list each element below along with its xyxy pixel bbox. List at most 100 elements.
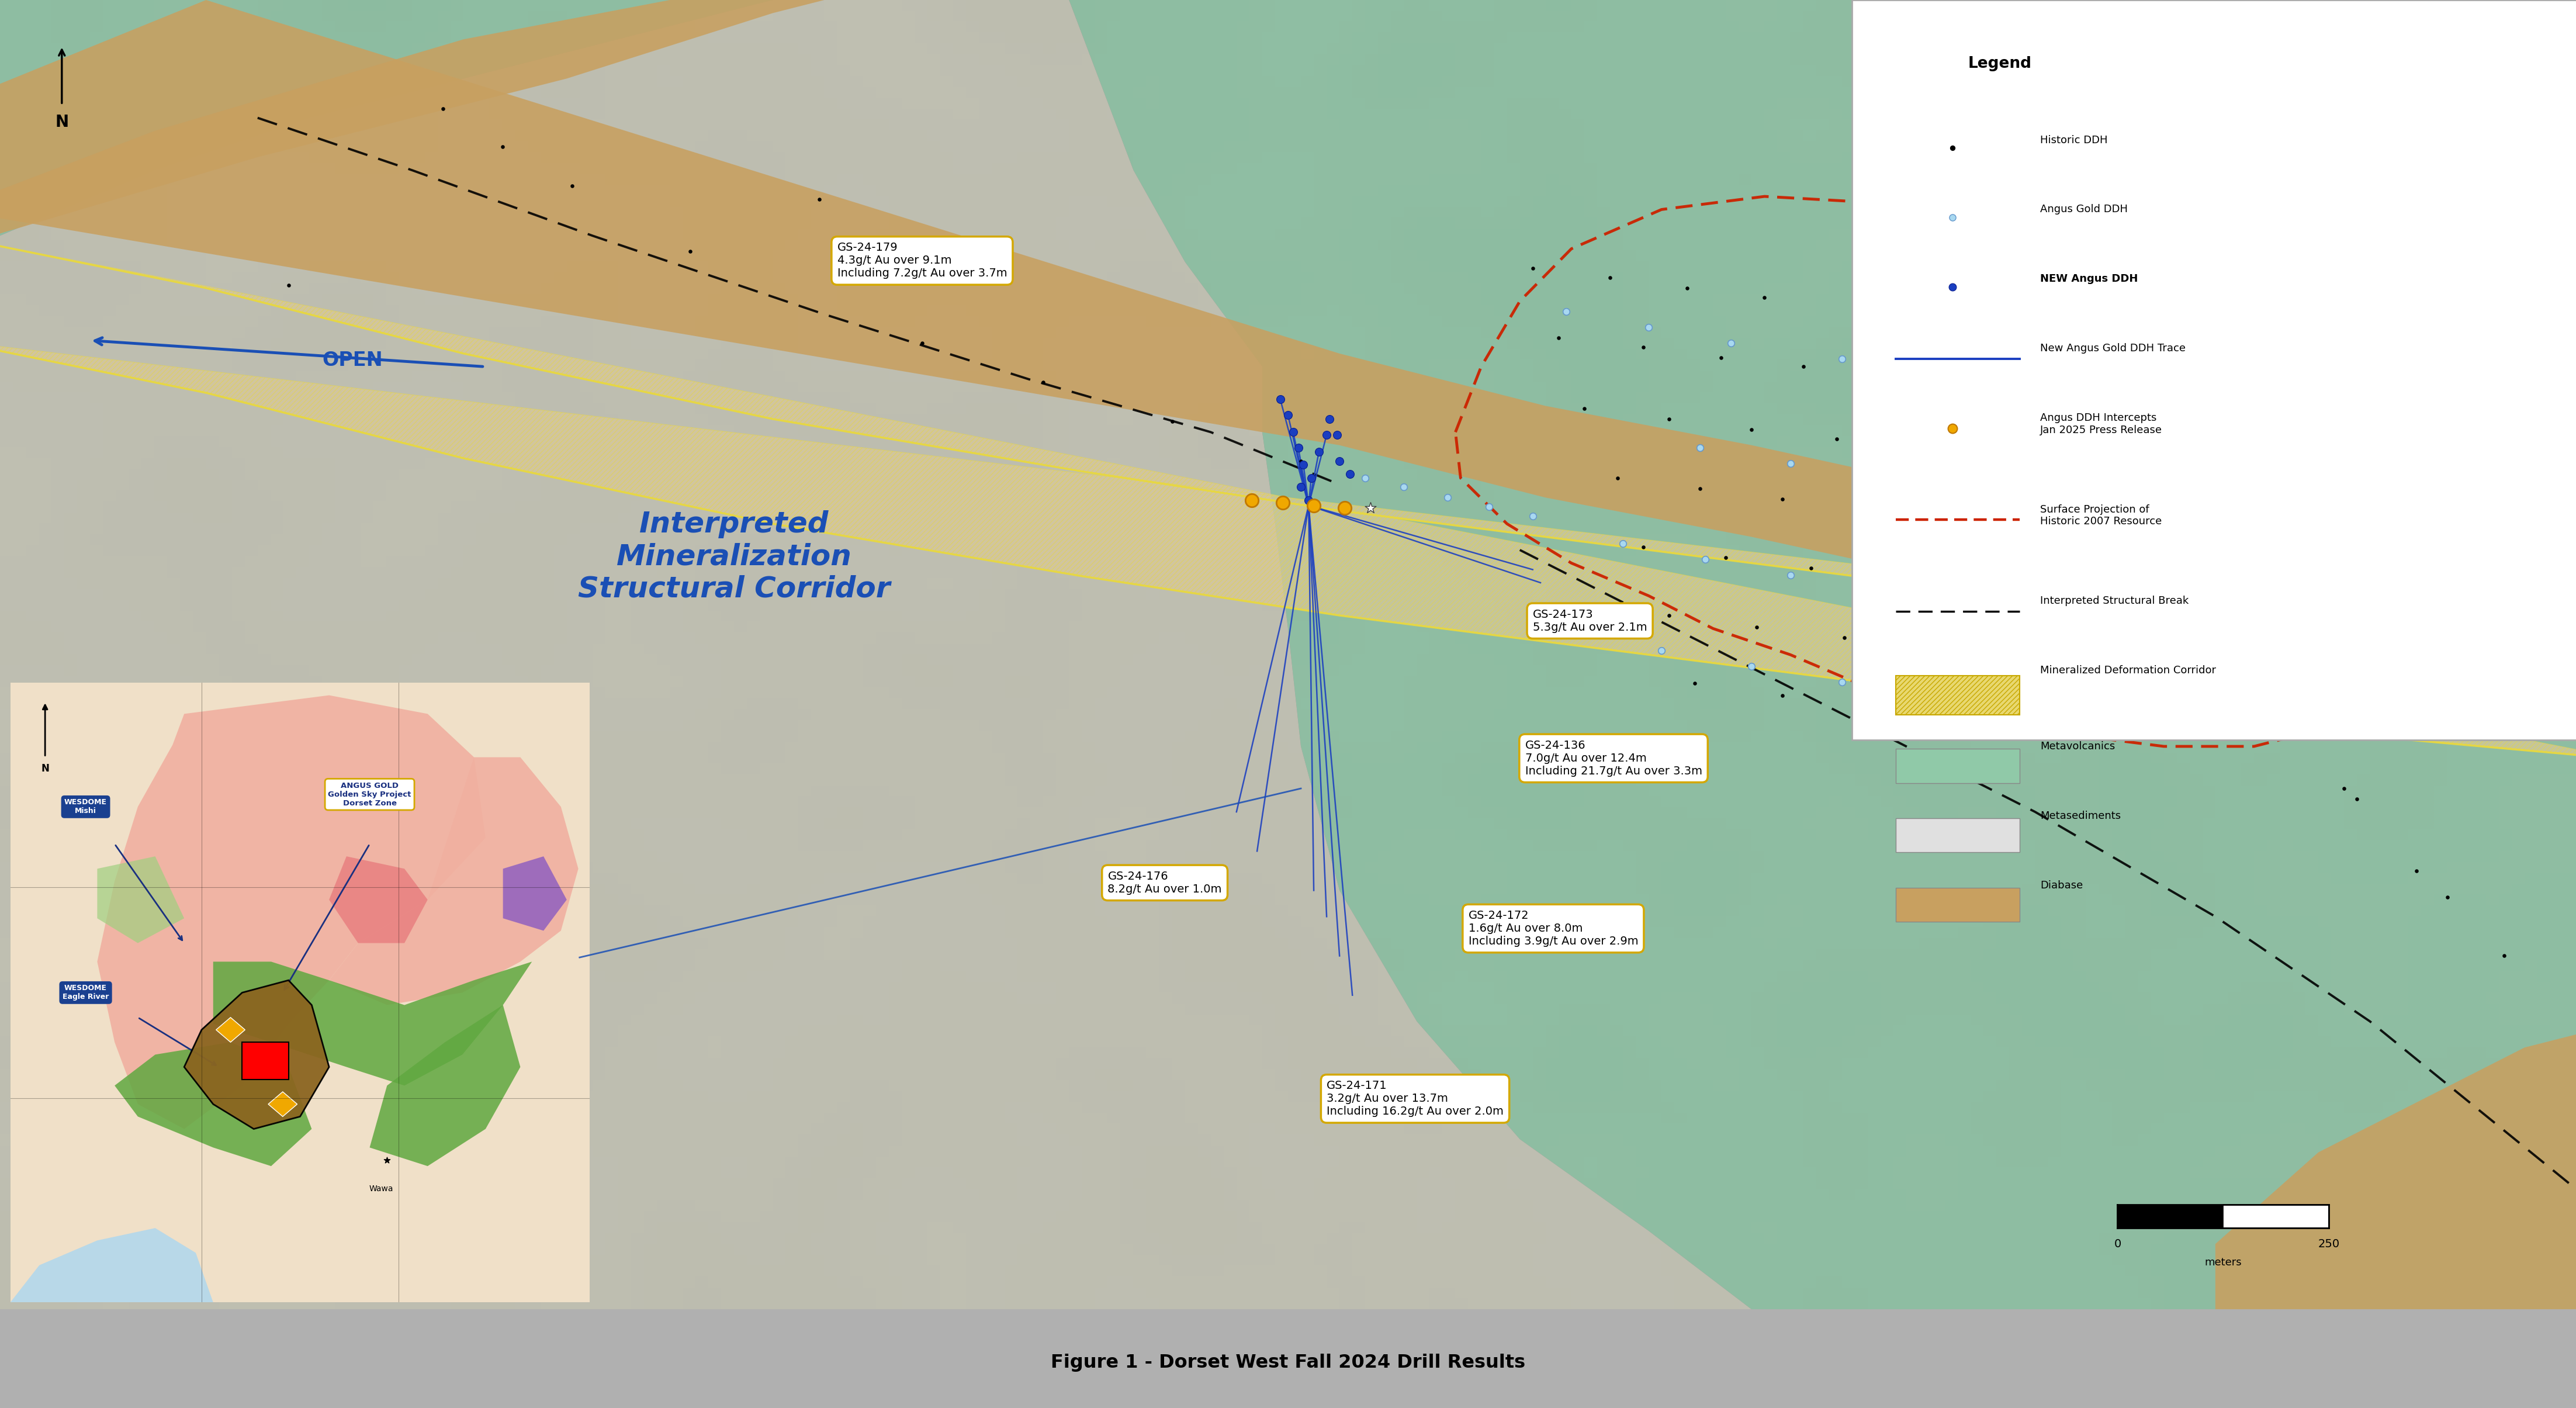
Point — [1924, 307, 1965, 329]
Polygon shape — [10, 1228, 214, 1302]
Point — [1674, 672, 1716, 694]
Text: GS-24-171
3.2g/t Au over 13.7m
Including 16.2g/t Au over 2.0m: GS-24-171 3.2g/t Au over 13.7m Including… — [1327, 1080, 1504, 1117]
Point — [1324, 497, 1365, 520]
Point — [1731, 655, 1772, 677]
Text: Interpreted
Mineralization
Structural Corridor: Interpreted Mineralization Structural Co… — [577, 510, 891, 603]
Point — [1963, 577, 2004, 600]
Text: WESDOME
Mishi: WESDOME Mishi — [64, 798, 108, 815]
Point — [1298, 441, 1340, 463]
Point — [2324, 545, 2365, 567]
Point — [1731, 418, 1772, 441]
Point — [799, 187, 840, 210]
Point — [2190, 539, 2231, 562]
Point — [1950, 484, 1991, 507]
Point — [1512, 258, 1553, 280]
Point — [2030, 386, 2071, 408]
Point — [1273, 421, 1314, 444]
Point — [1790, 558, 1832, 580]
Point — [2087, 659, 2128, 681]
Point — [1917, 360, 1958, 383]
FancyBboxPatch shape — [1852, 0, 2576, 739]
Polygon shape — [214, 962, 533, 1086]
Point — [1847, 498, 1888, 521]
Point — [2483, 945, 2524, 967]
Point — [1947, 375, 1989, 397]
Point — [1260, 389, 1301, 411]
Text: DORSET HISTORIC
RESOURCE: DORSET HISTORIC RESOURCE — [1986, 659, 2136, 690]
Point — [1762, 487, 1803, 510]
Point — [1602, 532, 1643, 555]
Point — [2174, 397, 2215, 420]
Point — [1744, 286, 1785, 308]
Point — [1427, 486, 1468, 508]
Text: GS-24-173
5.3g/t Au over 2.1m: GS-24-173 5.3g/t Au over 2.1m — [1533, 608, 1646, 632]
Point — [1932, 417, 1973, 439]
Point — [1824, 627, 1865, 649]
Point — [1628, 317, 1669, 339]
Point — [1329, 463, 1370, 486]
Point — [1267, 404, 1309, 427]
Polygon shape — [0, 0, 773, 235]
Point — [1262, 491, 1303, 514]
Point — [2066, 458, 2107, 480]
Point — [1984, 448, 2025, 470]
Polygon shape — [113, 1042, 312, 1166]
Point — [1564, 397, 1605, 420]
Point — [1280, 476, 1321, 498]
Point — [1821, 348, 1862, 370]
Polygon shape — [2215, 1021, 2576, 1309]
Text: WESDOME
Eagle River: WESDOME Eagle River — [62, 984, 108, 1001]
Point — [1762, 684, 1803, 707]
Point — [2048, 589, 2089, 611]
Text: Interpreted Structural Break: Interpreted Structural Break — [2040, 596, 2190, 607]
Polygon shape — [1069, 0, 2576, 1309]
Point — [1649, 604, 1690, 627]
Text: Surface Projection of
Historic 2007 Resource: Surface Projection of Historic 2007 Reso… — [2040, 504, 2161, 527]
Point — [1855, 579, 1896, 601]
Text: Metavolcanics: Metavolcanics — [2040, 741, 2115, 752]
Point — [551, 175, 592, 197]
Point — [1538, 327, 1579, 349]
Text: GS-24-136
7.0g/t Au over 12.4m
Including 21.7g/t Au over 3.3m: GS-24-136 7.0g/t Au over 12.4m Including… — [1525, 739, 1703, 777]
Point — [1641, 639, 1682, 662]
Point — [2396, 859, 2437, 881]
Bar — [1896, 749, 2020, 783]
Point — [2040, 500, 2081, 522]
Point — [1942, 596, 1984, 618]
Text: N: N — [54, 114, 70, 131]
Point — [670, 241, 711, 263]
Point — [2236, 567, 2277, 590]
Point — [366, 1149, 407, 1171]
Point — [482, 135, 523, 158]
Point — [1932, 508, 1973, 531]
Point — [2092, 386, 2133, 408]
Point — [1700, 346, 1741, 369]
Point — [1850, 696, 1891, 718]
Polygon shape — [0, 235, 2576, 759]
Text: meters: meters — [2205, 1257, 2241, 1267]
Text: Angus DDH Intercepts
Jan 2025 Press Release: Angus DDH Intercepts Jan 2025 Press Rele… — [2040, 413, 2161, 435]
Point — [1865, 366, 1906, 389]
Polygon shape — [268, 1091, 296, 1117]
Polygon shape — [185, 980, 330, 1129]
Point — [1816, 428, 1857, 451]
Polygon shape — [216, 1018, 245, 1042]
Polygon shape — [502, 856, 567, 931]
Polygon shape — [371, 1005, 520, 1166]
Point — [1383, 476, 1425, 498]
Point — [1932, 206, 1973, 228]
Point — [1911, 636, 1953, 659]
Point — [1623, 335, 1664, 358]
Point — [1736, 615, 1777, 638]
Point — [1597, 466, 1638, 489]
Point — [2130, 513, 2172, 535]
Text: New Angus Gold DDH Trace: New Angus Gold DDH Trace — [2040, 344, 2184, 353]
Polygon shape — [0, 0, 1752, 1309]
Point — [1770, 563, 1811, 586]
Text: GS-24-172
1.6g/t Au over 8.0m
Including 3.9g/t Au over 2.9m: GS-24-172 1.6g/t Au over 8.0m Including … — [1468, 910, 1638, 948]
Point — [1680, 436, 1721, 459]
Point — [1911, 687, 1953, 710]
Point — [2233, 476, 2275, 498]
Point — [1783, 355, 1824, 377]
Point — [1680, 477, 1721, 500]
